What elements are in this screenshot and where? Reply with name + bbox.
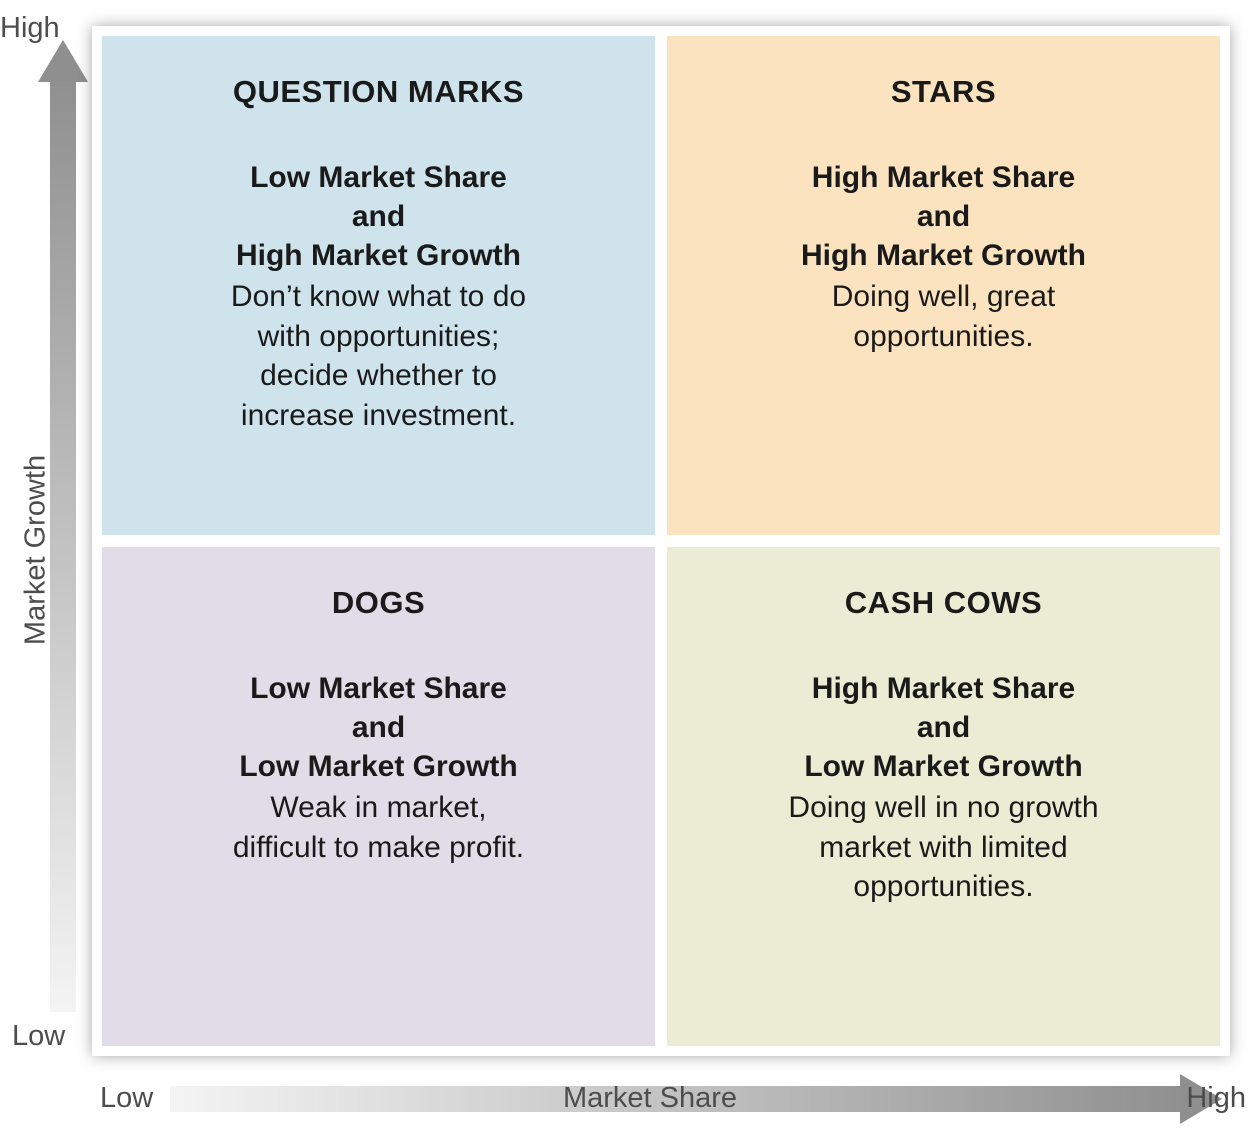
bold-line: and [801, 197, 1086, 236]
quadrant-title: STARS [891, 74, 996, 110]
body-line: difficult to make profit. [233, 828, 524, 868]
bold-line: High Market Share [801, 158, 1086, 197]
bold-line: High Market Share [804, 669, 1082, 708]
quadrant-body: Don’t know what to do with opportunities… [231, 277, 526, 435]
bold-line: and [239, 708, 517, 747]
quadrant-body: Doing well in no growth market with limi… [788, 788, 1098, 907]
body-line: increase investment. [231, 396, 526, 436]
quadrant-title: CASH COWS [845, 585, 1042, 621]
bold-line: High Market Growth [801, 236, 1086, 275]
quadrant-bold: Low Market Share and Low Market Growth [239, 669, 517, 786]
quadrant-body: Doing well, great opportunities. [832, 277, 1055, 356]
x-axis-low-label: Low [100, 1082, 153, 1115]
x-axis-high-label: High [1186, 1082, 1246, 1115]
quadrant-question-marks: QUESTION MARKS Low Market Share and High… [102, 36, 655, 535]
body-line: opportunities. [788, 867, 1098, 907]
bold-line: Low Market Share [239, 669, 517, 708]
quadrant-bold: High Market Share and High Market Growth [801, 158, 1086, 275]
y-axis-label: Market Growth [20, 455, 53, 645]
quadrant-bold: Low Market Share and High Market Growth [236, 158, 521, 275]
bold-line: Low Market Growth [804, 747, 1082, 786]
body-line: Doing well in no growth [788, 788, 1098, 828]
quadrant-bold: High Market Share and Low Market Growth [804, 669, 1082, 786]
quadrant-cash-cows: CASH COWS High Market Share and Low Mark… [667, 547, 1220, 1046]
bold-line: and [236, 197, 521, 236]
bold-line: and [804, 708, 1082, 747]
body-line: Weak in market, [233, 788, 524, 828]
y-axis-arrow-head-icon [38, 40, 88, 82]
body-line: with opportunities; [231, 317, 526, 357]
body-line: decide whether to [231, 356, 526, 396]
quadrant-title: DOGS [332, 585, 425, 621]
quadrant-dogs: DOGS Low Market Share and Low Market Gro… [102, 547, 655, 1046]
x-axis-label: Market Share [563, 1082, 737, 1115]
body-line: Doing well, great [832, 277, 1055, 317]
bold-line: Low Market Share [236, 158, 521, 197]
quadrant-body: Weak in market, difficult to make profit… [233, 788, 524, 867]
bold-line: High Market Growth [236, 236, 521, 275]
body-line: market with limited [788, 828, 1098, 868]
quadrant-title: QUESTION MARKS [233, 74, 524, 110]
bcg-matrix-diagram: High Market Growth Low QUESTION MARKS Lo… [0, 0, 1250, 1134]
body-line: opportunities. [832, 317, 1055, 357]
quadrant-stars: STARS High Market Share and High Market … [667, 36, 1220, 535]
y-axis-low-label: Low [12, 1020, 65, 1053]
body-line: Don’t know what to do [231, 277, 526, 317]
bold-line: Low Market Growth [239, 747, 517, 786]
y-axis-arrow-shaft [50, 72, 76, 1012]
matrix-frame: QUESTION MARKS Low Market Share and High… [92, 26, 1230, 1056]
